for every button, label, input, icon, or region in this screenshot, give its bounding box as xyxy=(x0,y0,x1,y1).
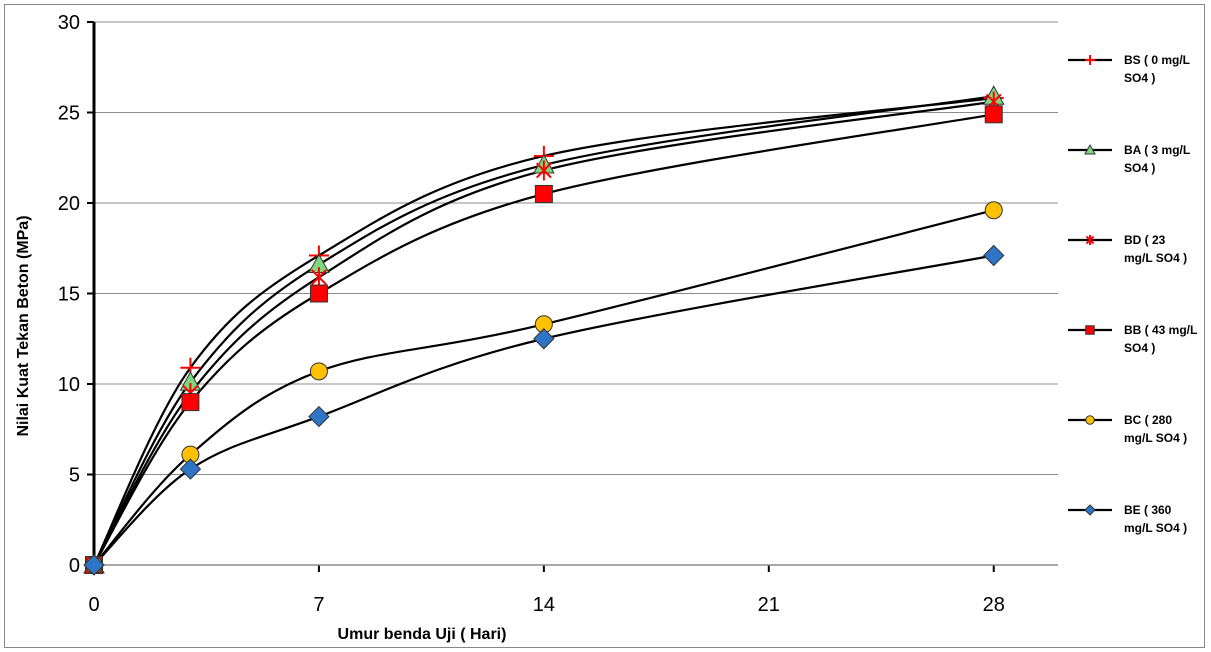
legend-item: BB ( 43 mg/L SO4 ) xyxy=(1068,323,1197,355)
legend-label: mg/L SO4 ) xyxy=(1124,251,1187,265)
y-tick-label: 0 xyxy=(69,555,80,577)
x-tick-label: 7 xyxy=(313,594,324,616)
x-tick-label: 28 xyxy=(983,594,1005,616)
series-line xyxy=(94,210,994,565)
y-tick-label: 30 xyxy=(58,12,80,34)
legend-label: mg/L SO4 ) xyxy=(1124,521,1187,535)
x-axis-title: Umur benda Uji ( Hari) xyxy=(338,626,507,643)
data-point xyxy=(535,185,552,202)
gridlines xyxy=(94,22,1058,475)
data-point xyxy=(309,407,329,427)
y-tick-label: 15 xyxy=(58,284,80,306)
data-point xyxy=(310,363,327,380)
series-line xyxy=(94,255,994,565)
legend-marker xyxy=(1086,416,1095,425)
series-markers xyxy=(86,202,1003,574)
y-tick-label: 20 xyxy=(58,193,80,215)
legend-marker xyxy=(1085,505,1095,515)
data-point xyxy=(534,329,554,349)
data-point xyxy=(182,394,199,411)
y-tick-label: 5 xyxy=(69,465,80,487)
y-tick-label: 10 xyxy=(58,374,80,396)
y-axis-title: Nilai Kuat Tekan Beton (MPa) xyxy=(15,215,32,436)
legend-item: BA ( 3 mg/L SO4 ) xyxy=(1068,143,1190,175)
legend-label: BB ( 43 mg/L xyxy=(1124,323,1197,337)
legend-item: BS ( 0 mg/L SO4 ) xyxy=(1068,53,1190,85)
legend-item: BE ( 360 mg/L SO4 ) xyxy=(1068,503,1187,535)
legend-label: BD ( 23 xyxy=(1124,233,1166,247)
data-point xyxy=(310,285,327,302)
legend-item: BD ( 23 mg/L SO4 ) xyxy=(1068,233,1187,265)
data-point xyxy=(985,202,1002,219)
legend-marker xyxy=(1085,55,1095,65)
legend-label: SO4 ) xyxy=(1124,341,1155,355)
y-tick-label: 25 xyxy=(58,103,80,125)
legend-label: BS ( 0 mg/L xyxy=(1124,53,1190,67)
x-tick-label: 21 xyxy=(758,594,780,616)
data-point xyxy=(985,106,1002,123)
series-markers xyxy=(84,245,1004,575)
data-point xyxy=(984,245,1004,265)
legend-label: BA ( 3 mg/L xyxy=(1124,143,1190,157)
legend-item: BC ( 280 mg/L SO4 ) xyxy=(1068,413,1187,445)
x-tick-label: 14 xyxy=(533,594,555,616)
legend: BS ( 0 mg/L SO4 ) BA ( 3 mg/L SO4 ) BD ( 23 m… xyxy=(1068,53,1197,535)
legend-label: BE ( 360 xyxy=(1124,503,1172,517)
legend-label: SO4 ) xyxy=(1124,71,1155,85)
legend-label: BC ( 280 xyxy=(1124,413,1172,427)
axes: 0 5 10 15 20 25 30 0 7 14 21 28 xyxy=(58,12,1058,616)
legend-label: SO4 ) xyxy=(1124,161,1155,175)
legend-label: mg/L SO4 ) xyxy=(1124,431,1187,445)
legend-marker xyxy=(1086,326,1095,335)
x-tick-label: 0 xyxy=(88,594,99,616)
